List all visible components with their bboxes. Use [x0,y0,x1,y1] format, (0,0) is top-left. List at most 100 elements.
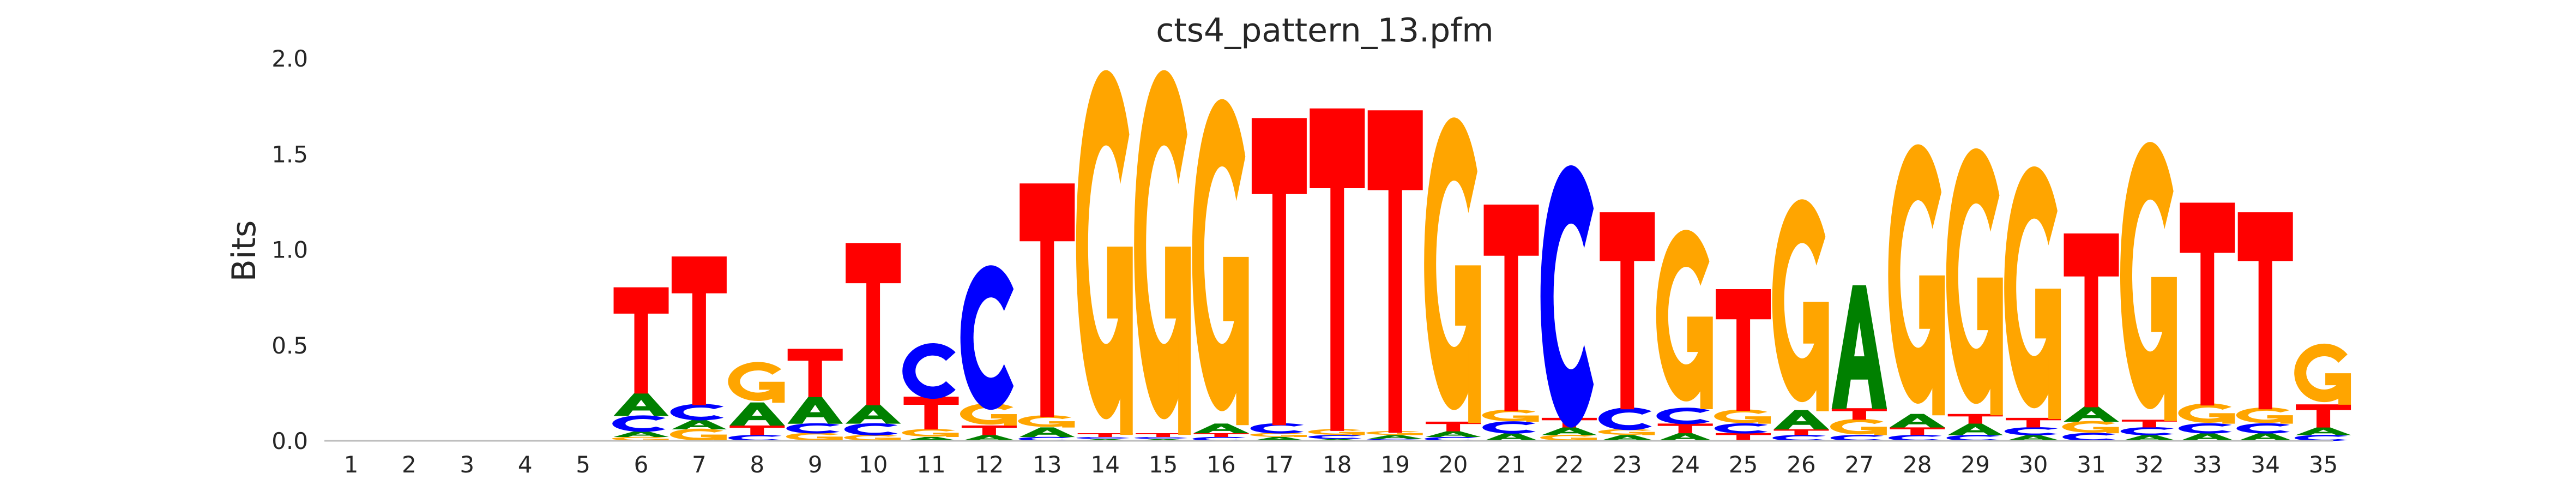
y-tick-label: 1.0 [272,237,308,264]
logo-letter-G [902,429,959,438]
x-tick-label: 20 [1439,451,1468,478]
logo-letter-C [786,423,840,434]
logo-letter-C [2062,433,2116,441]
logo-letter-G [670,428,727,441]
logo-letter-T [1773,429,1829,435]
logo-letter-G [1134,70,1191,435]
x-tick-label: 11 [916,451,945,478]
x-axis-ticks: 1 2 3 4 5 6 7 8 9 10 11 12 13 14 15 16 17 18 19 20 21 22 23 24 2… [344,451,2338,478]
logo-letter-A [2064,406,2119,422]
logo-letter-G [1192,99,1249,426]
logo-letter-G [2294,343,2351,405]
chart-title: cts4_pattern_13.pfm [1156,11,1493,50]
logo-letter-C [2236,423,2290,434]
x-tick-label: 27 [1845,451,1874,478]
logo-letter-C [2179,423,2232,434]
logo-letter-C [2120,427,2174,436]
x-tick-label: 1 [344,451,359,478]
logo-letter-C [1946,435,2000,441]
logo-letter-C [1076,436,1130,439]
logo-letter-C [844,423,898,436]
logo-letter-C [1598,407,1652,430]
logo-letter-T [1947,414,2003,424]
logo-letter-A [1019,427,1075,438]
logo-letter-C [960,265,1014,410]
logo-letter-C [1830,435,1884,441]
logo-letter-A [1600,435,1655,441]
logo-letter-A [1890,414,1945,428]
logo-letter-A [961,435,1017,441]
x-tick-label: 29 [1960,451,1989,478]
x-tick-label: 28 [1903,451,1932,478]
logo-letter-G [1598,429,1655,435]
logo-letter-A [1831,285,1887,409]
x-tick-label: 31 [2077,451,2106,478]
logo-letter-C [1482,421,1536,434]
logo-letter-A [1193,423,1249,434]
x-tick-label: 23 [1613,451,1642,478]
logo-letter-G [1250,433,1307,438]
logo-letter-A [1947,423,2003,435]
logo-letter-A [845,404,901,424]
x-tick-label: 16 [1206,451,1235,478]
logo-letter-A [787,397,843,424]
logo-letter-T [2237,212,2293,410]
logo-letter-C [670,404,724,421]
logo-letter-G [1482,409,1539,422]
logo-letter-C [1656,408,1710,424]
x-tick-label: 30 [2019,451,2048,478]
logo-letter-T [1600,212,1655,410]
logo-letter-T [1716,289,1771,411]
logo-letter-T [1251,118,1307,426]
logo-letter-A [671,420,727,430]
y-tick-label: 1.5 [272,141,308,167]
logo-letter-C [902,343,956,399]
logo-letter-G [786,433,843,441]
x-tick-label: 17 [1265,451,1294,478]
logo-letter-C [1135,436,1188,439]
x-tick-label: 14 [1090,451,1119,478]
x-tick-label: 19 [1380,451,1409,478]
x-tick-label: 5 [576,451,590,478]
logo-letter-G [2236,407,2293,424]
logo-letter-T [729,425,785,435]
x-tick-label: 9 [808,451,823,478]
logo-letter-C [1250,423,1304,434]
logo-letter-A [1773,410,1829,430]
x-tick-label: 13 [1033,451,1061,478]
x-tick-label: 18 [1323,451,1352,478]
x-tick-label: 15 [1149,451,1178,478]
logo-letter-T [2296,404,2351,428]
logo-letter-T [1657,423,1713,434]
x-tick-label: 4 [518,451,533,478]
logo-letter-T [1193,433,1249,438]
logo-letter-G [1424,117,1481,423]
y-axis-label: Bits [225,220,263,282]
logo-letter-C [1715,423,1768,434]
x-tick-label: 2 [402,451,417,478]
y-tick-label: 0.0 [272,428,308,454]
logo-letter-C [612,415,666,432]
logo-letter-A [1425,431,1481,438]
logo-letter-C [1540,165,1594,428]
logo-letter-T [1831,408,1887,420]
logo-letter-A [1483,433,1539,441]
logo-letter-T [613,287,669,394]
logo-letter-G [728,362,785,403]
logo-letter-G [1830,418,1887,435]
logo-letter-T [787,349,843,397]
logo-letter-A [1657,433,1713,441]
logo-letter-A [613,393,669,416]
logo-letter-T [1716,433,1771,441]
y-tick-label: 2.0 [272,45,308,72]
logo-letter-C [1308,435,1362,439]
x-tick-label: 35 [2309,451,2338,478]
logo-letter-G [2004,166,2061,420]
x-tick-label: 12 [975,451,1004,478]
logo-letter-C [2294,435,2348,441]
logo-letter-A [2121,435,2177,441]
x-tick-label: 24 [1670,451,1699,478]
logo-letter-G [1772,199,1829,411]
